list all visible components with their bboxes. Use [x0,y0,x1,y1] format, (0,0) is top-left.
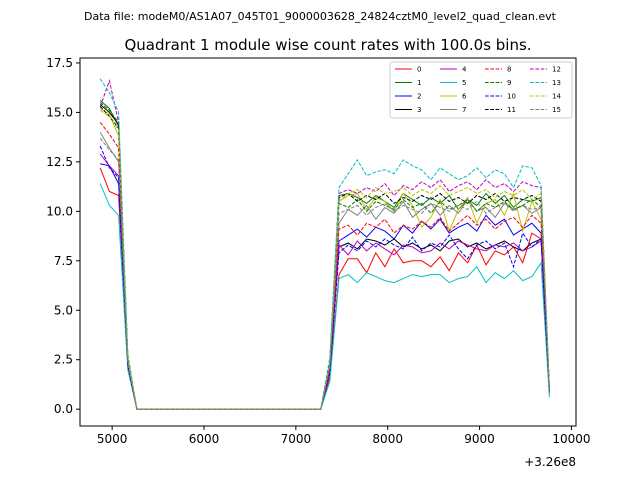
legend-label-14: 14 [552,93,561,101]
legend-label-8: 8 [507,66,511,74]
y-tick-label: 5.0 [54,303,73,317]
legend-label-4: 4 [462,66,467,74]
legend-label-11: 11 [507,106,516,114]
y-tick-label: 0.0 [54,402,73,416]
legend-label-7: 7 [462,106,466,114]
y-tick-label: 7.5 [54,254,73,268]
legend-label-13: 13 [552,79,561,87]
legend-label-12: 12 [552,66,561,74]
series-line-15 [99,137,550,410]
legend-label-9: 9 [507,79,511,87]
legend-label-3: 3 [417,106,421,114]
x-tick-label: 9000 [464,432,495,446]
series-layer [99,78,550,410]
x-tick-label: 8000 [372,432,403,446]
y-tick-label: 17.5 [46,56,73,70]
legend-label-1: 1 [417,79,421,87]
x-tick-label: 10000 [552,432,590,446]
legend-label-10: 10 [507,93,516,101]
plot-frame [79,57,577,427]
x-tick-label: 7000 [281,432,312,446]
legend-label-2: 2 [417,93,421,101]
legend-label-5: 5 [462,79,466,87]
legend-label-6: 6 [462,93,467,101]
y-tick-label: 10.0 [46,204,73,218]
y-tick-label: 2.5 [54,353,73,367]
y-axis: 0.0 2.5 5.0 7.5 10.0 12.5 15.0 17.5 [46,56,80,416]
suptitle: Data file: modeM0/AS1A07_045T01_90000036… [84,10,557,23]
legend-frame [389,61,573,119]
x-tick-label: 5000 [97,432,128,446]
chart-title: Quadrant 1 module wise count rates with … [124,36,531,54]
x-offset-label: +3.26e8 [524,455,576,469]
series-line-14 [99,109,550,410]
x-axis: 5000 6000 7000 8000 9000 10000 [97,426,591,446]
legend-label-0: 0 [417,66,421,74]
legend-label-15: 15 [552,106,561,114]
x-tick-label: 6000 [189,432,220,446]
y-tick-label: 15.0 [46,105,73,119]
y-tick-label: 12.5 [46,155,73,169]
